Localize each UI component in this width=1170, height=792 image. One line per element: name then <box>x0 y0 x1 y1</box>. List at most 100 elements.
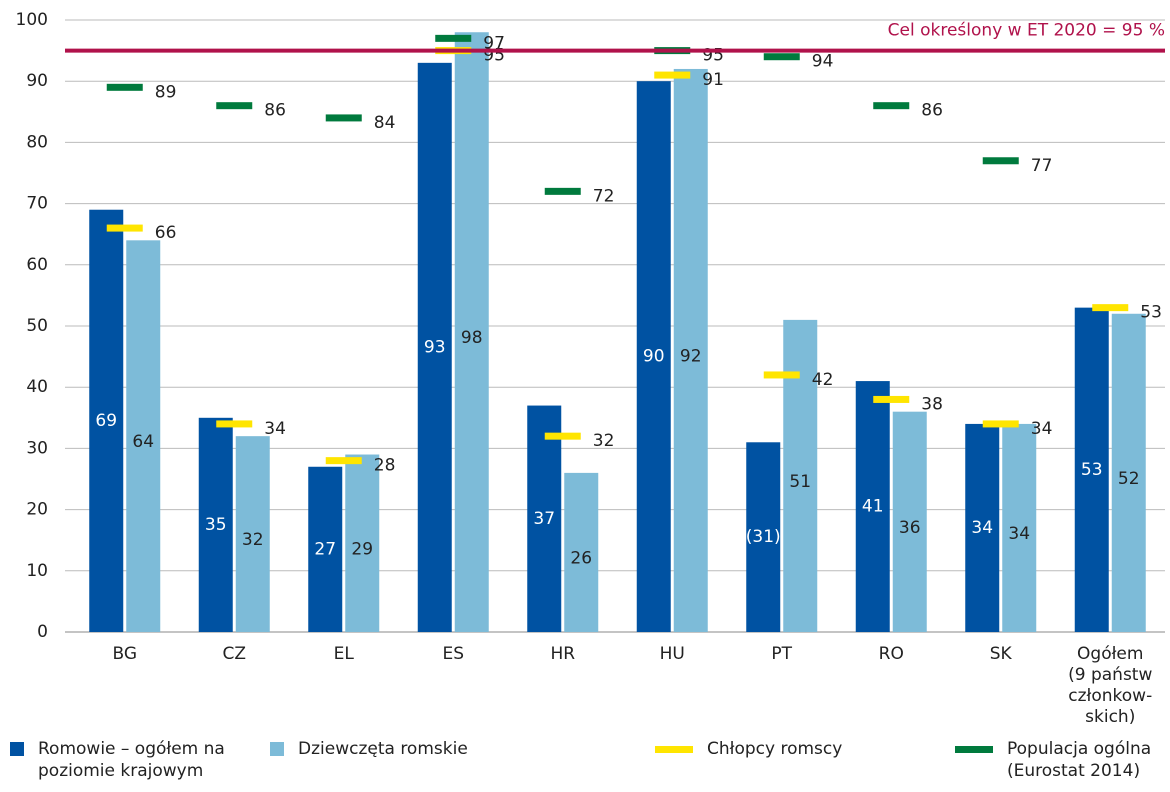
marker <box>1092 304 1129 312</box>
data-label: 84 <box>374 113 396 133</box>
data-label: 97 <box>483 33 505 53</box>
data-label: 92 <box>680 346 702 366</box>
x-tick-label: HU <box>660 644 685 664</box>
marker <box>982 157 1019 165</box>
legend-label: Dziewczęta romskie <box>298 739 468 759</box>
marker <box>873 102 910 110</box>
legend-item: Chłopcy romscy <box>655 738 915 760</box>
bar <box>198 417 233 632</box>
data-label: 34 <box>264 419 286 439</box>
marker <box>982 420 1019 428</box>
y-tick-label: 90 <box>26 71 48 91</box>
data-label: 51 <box>789 472 811 492</box>
y-tick-label: 30 <box>26 438 48 458</box>
x-tick-label: EL <box>334 644 355 664</box>
bar <box>746 442 781 632</box>
legend-label: Chłopcy romscy <box>707 739 843 759</box>
legend-swatch <box>270 742 284 756</box>
bar <box>1111 313 1146 632</box>
x-tick-label: CZ <box>222 644 246 664</box>
data-label: 52 <box>1118 469 1140 489</box>
x-tick-label: ES <box>442 644 464 664</box>
data-label: 91 <box>702 70 724 90</box>
legend-label: Populacja ogólna (Eurostat 2014) <box>1007 739 1152 781</box>
data-label: 77 <box>1031 156 1053 176</box>
marker <box>216 420 253 428</box>
marker <box>106 224 143 232</box>
data-label: 34 <box>1031 419 1053 439</box>
data-label: 26 <box>570 548 592 568</box>
y-tick-label: 70 <box>26 194 48 214</box>
marker <box>873 395 910 403</box>
marker <box>654 71 691 79</box>
x-tick-label: SK <box>990 644 1013 664</box>
marker <box>763 53 800 61</box>
data-label: 36 <box>899 518 921 538</box>
legend-label: Romowie – ogółem na poziomie krajowym <box>38 739 225 781</box>
marker <box>544 187 581 195</box>
legend-item: Romowie – ogółem na poziomie krajowym <box>10 738 250 782</box>
data-label: 89 <box>155 82 177 102</box>
bar <box>564 472 599 632</box>
x-tick-label: PT <box>771 644 792 664</box>
data-label: 37 <box>533 509 555 529</box>
x-tick-label: RO <box>879 644 904 664</box>
data-label: 32 <box>593 431 615 451</box>
y-tick-label: 100 <box>16 10 48 30</box>
bar <box>636 81 671 632</box>
bar <box>454 32 489 633</box>
data-label: 93 <box>424 337 446 357</box>
bar <box>965 423 1000 632</box>
y-tick-label: 80 <box>26 132 48 152</box>
data-label: 66 <box>155 223 177 243</box>
data-label: 64 <box>132 432 154 452</box>
bar <box>527 405 562 632</box>
target-label: Cel określony w ET 2020 = 95 % <box>888 21 1165 41</box>
x-tick-label: Ogółem (9 państw członkow-skich) <box>1068 644 1152 727</box>
data-label: 86 <box>921 101 943 121</box>
data-label: 35 <box>205 515 227 535</box>
legend-item: Populacja ogólna (Eurostat 2014) <box>955 738 1165 782</box>
x-tick-label: HR <box>550 644 575 664</box>
bar <box>308 466 343 632</box>
data-label: 72 <box>593 186 615 206</box>
data-label: 38 <box>921 394 943 414</box>
bar <box>892 411 927 632</box>
data-label: 41 <box>862 497 884 517</box>
data-label: 94 <box>812 52 834 72</box>
marker <box>106 83 143 91</box>
bar <box>235 436 270 632</box>
marker <box>763 371 800 379</box>
marker <box>325 457 362 465</box>
bar <box>417 62 452 632</box>
data-label: (31) <box>746 527 781 547</box>
marker <box>325 114 362 122</box>
data-label: 34 <box>971 518 993 538</box>
data-label: 27 <box>314 539 336 559</box>
chart: 0 10 20 30 40 50 60 70 80 90 100 BG CZ EL ES HR HU PT RO SK… <box>16 10 1165 727</box>
marker <box>544 432 581 440</box>
y-tick-label: 50 <box>26 316 48 336</box>
y-tick-label: 10 <box>26 561 48 581</box>
x-tick-label: BG <box>112 644 137 664</box>
bar <box>345 454 380 632</box>
data-label: 53 <box>1081 460 1103 480</box>
bar <box>1002 423 1037 632</box>
bar <box>126 240 161 632</box>
bar <box>673 68 708 632</box>
legend-swatch <box>10 742 24 756</box>
data-label: 34 <box>1008 524 1030 544</box>
bar <box>855 381 890 632</box>
data-label: 86 <box>264 101 286 121</box>
y-tick-label: 40 <box>26 377 48 397</box>
data-label: 32 <box>242 530 264 550</box>
y-tick-label: 60 <box>26 255 48 275</box>
legend-item: Dziewczęta romskie <box>270 738 520 760</box>
data-label: 69 <box>95 411 117 431</box>
marker <box>216 102 253 110</box>
data-label: 28 <box>374 456 396 476</box>
y-tick-label: 0 <box>37 622 48 642</box>
bar <box>89 209 124 632</box>
data-label: 90 <box>643 347 665 367</box>
